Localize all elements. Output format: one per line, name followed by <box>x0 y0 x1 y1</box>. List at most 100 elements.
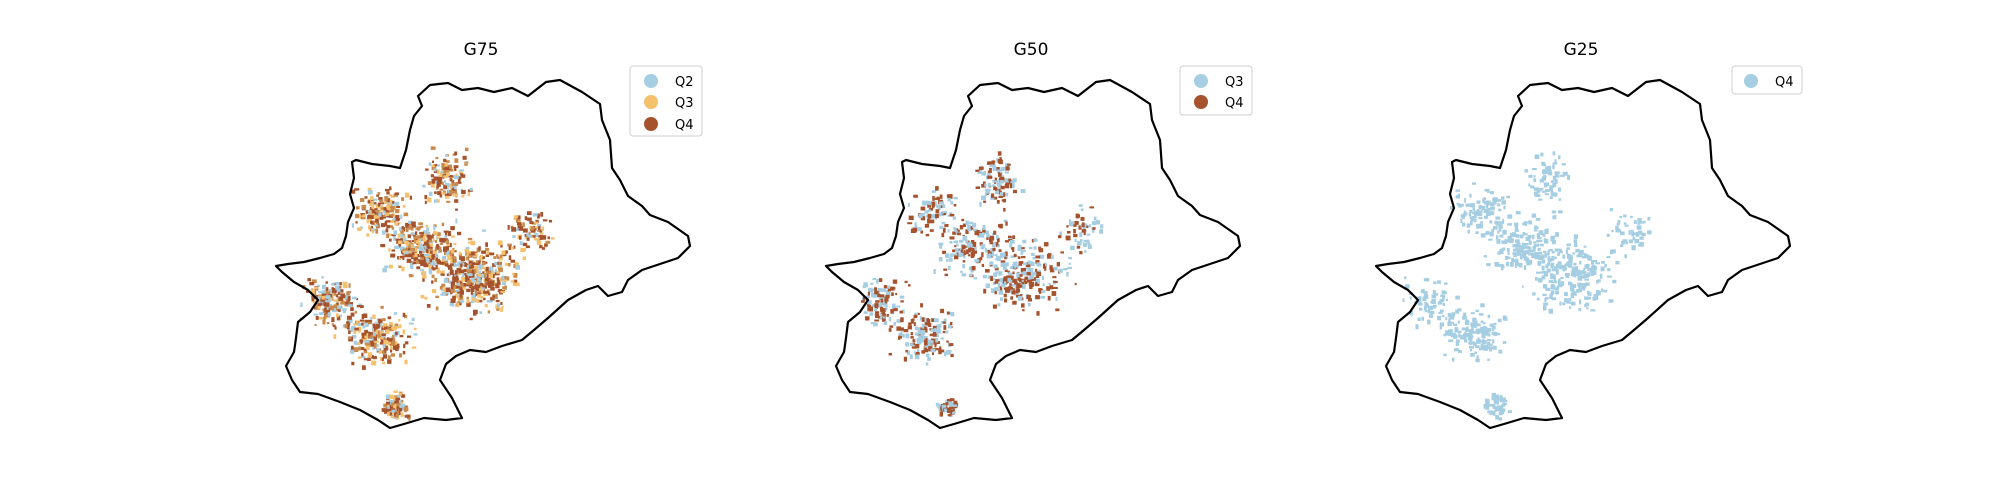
raster-cell <box>509 246 514 250</box>
raster-cell <box>949 241 953 244</box>
raster-cell <box>476 269 479 274</box>
raster-cell <box>1554 276 1556 282</box>
raster-cell <box>1495 216 1501 220</box>
raster-cell <box>1615 225 1619 230</box>
raster-cell <box>433 199 438 203</box>
raster-cell <box>1021 303 1025 308</box>
raster-cell <box>978 166 984 170</box>
raster-cell <box>1095 220 1100 225</box>
raster-cell <box>337 290 341 295</box>
raster-cell <box>950 353 954 358</box>
raster-cell <box>913 314 918 319</box>
raster-cell <box>1431 294 1437 299</box>
raster-cell <box>1533 187 1539 191</box>
raster-cell <box>900 327 904 331</box>
raster-cell <box>931 190 937 193</box>
raster-cell <box>410 232 413 235</box>
raster-cell <box>1502 218 1505 223</box>
raster-cell <box>1006 192 1009 197</box>
raster-cell <box>1583 245 1587 248</box>
raster-cell <box>1424 302 1428 307</box>
raster-cell <box>1537 260 1542 266</box>
raster-cell <box>384 188 390 192</box>
raster-cell <box>1490 346 1494 350</box>
raster-cell <box>444 154 449 157</box>
raster-cell <box>994 254 998 257</box>
raster-cell <box>916 337 922 343</box>
raster-cell <box>1557 171 1560 175</box>
raster-cell <box>998 195 1003 198</box>
raster-cell <box>416 266 421 270</box>
raster-cell <box>941 232 945 238</box>
raster-cell <box>1502 247 1506 251</box>
raster-cell <box>917 342 922 345</box>
raster-cell <box>437 191 442 196</box>
raster-cell <box>350 307 354 312</box>
raster-cell <box>400 412 404 417</box>
raster-cell <box>970 268 974 273</box>
raster-cell <box>1427 309 1431 314</box>
raster-cell <box>436 236 440 239</box>
raster-cell <box>979 242 983 246</box>
raster-cell <box>437 176 443 182</box>
raster-cell <box>1580 285 1583 291</box>
raster-cell <box>451 187 456 191</box>
raster-cell <box>496 306 500 311</box>
raster-cell <box>1074 221 1079 225</box>
raster-cell <box>368 212 371 215</box>
raster-cell <box>996 182 1002 187</box>
raster-cell <box>1541 275 1546 280</box>
raster-cell <box>1606 256 1611 259</box>
raster-cell <box>996 234 999 239</box>
raster-cell <box>416 226 422 229</box>
raster-cell <box>924 318 929 323</box>
raster-cell <box>1513 253 1518 258</box>
raster-cell <box>1510 238 1514 243</box>
raster-cell <box>1491 331 1497 335</box>
legend-marker-q4 <box>1744 74 1758 88</box>
raster-cell <box>534 226 539 229</box>
raster-cell <box>1035 260 1039 264</box>
raster-cell <box>457 181 462 184</box>
raster-cell <box>474 269 477 274</box>
raster-cell <box>1633 220 1637 225</box>
raster-cell <box>527 235 532 238</box>
raster-cell <box>1558 198 1561 201</box>
raster-cell <box>952 227 956 230</box>
raster-cell <box>412 262 418 265</box>
raster-cell <box>372 314 376 320</box>
raster-cell <box>497 277 502 282</box>
raster-cell <box>993 186 996 191</box>
raster-cell <box>1000 297 1004 301</box>
raster-cell <box>1584 264 1590 269</box>
raster-cell <box>1506 256 1511 259</box>
raster-cell <box>1420 290 1425 293</box>
raster-cell <box>1538 198 1543 201</box>
raster-cell <box>400 229 404 234</box>
raster-cell <box>1442 302 1446 306</box>
raster-cell <box>350 189 356 194</box>
raster-cell <box>410 227 414 231</box>
raster-cell <box>1638 220 1643 224</box>
raster-cell <box>383 208 386 214</box>
raster-cell <box>1592 265 1596 268</box>
raster-cell <box>366 345 370 350</box>
raster-cell <box>1568 281 1572 286</box>
raster-cell <box>433 164 438 167</box>
raster-cell <box>1538 188 1542 192</box>
raster-cell <box>1455 195 1460 199</box>
raster-cell <box>431 255 435 260</box>
raster-cell <box>1465 333 1468 338</box>
raster-cell <box>1601 261 1606 264</box>
raster-cell <box>381 333 386 337</box>
raster-cell <box>398 243 402 248</box>
raster-cell <box>1018 262 1023 266</box>
raster-cell <box>383 403 388 408</box>
raster-cell <box>950 200 954 205</box>
raster-cell <box>912 339 915 343</box>
raster-cell <box>942 204 946 208</box>
raster-cell <box>1550 180 1554 183</box>
raster-cell <box>1469 193 1472 198</box>
raster-cell <box>479 311 482 314</box>
raster-cell <box>901 309 905 314</box>
